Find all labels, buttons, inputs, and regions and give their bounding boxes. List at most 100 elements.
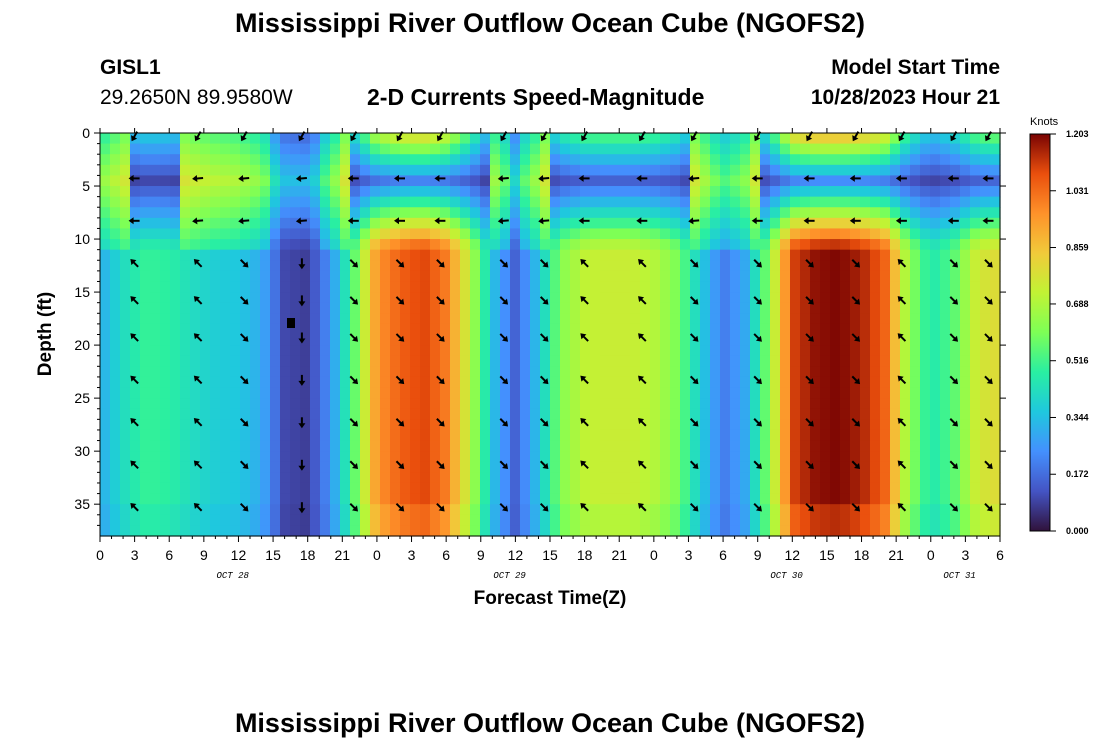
heatmap-cell bbox=[600, 207, 611, 219]
heatmap-cell bbox=[440, 196, 451, 208]
heatmap-cell bbox=[410, 217, 421, 230]
heatmap-cell bbox=[600, 429, 611, 442]
heatmap-cell bbox=[490, 366, 501, 378]
heatmap-cell bbox=[840, 133, 851, 145]
heatmap-cell bbox=[130, 514, 141, 526]
heatmap-cell bbox=[630, 472, 641, 484]
heatmap-cell bbox=[320, 345, 331, 357]
heatmap-cell bbox=[490, 493, 501, 505]
heatmap-cell bbox=[940, 164, 951, 177]
heatmap-cell bbox=[310, 472, 321, 484]
heatmap-cell bbox=[510, 514, 521, 526]
heatmap-cell bbox=[720, 504, 731, 516]
heatmap-cell bbox=[790, 196, 801, 208]
heatmap-cell bbox=[810, 249, 821, 261]
heatmap-cell bbox=[120, 133, 131, 145]
heatmap-cell bbox=[650, 323, 661, 336]
heatmap-cell bbox=[390, 376, 401, 389]
heatmap-cell bbox=[680, 217, 691, 230]
heatmap-cell bbox=[810, 504, 821, 516]
heatmap-cell bbox=[900, 451, 911, 463]
heatmap-cell bbox=[770, 281, 781, 293]
heatmap-cell bbox=[790, 419, 801, 431]
heatmap-cell bbox=[540, 482, 551, 495]
heatmap-cell bbox=[860, 429, 871, 442]
heatmap-cell bbox=[820, 228, 831, 240]
heatmap-cell bbox=[860, 461, 871, 473]
heatmap-cell bbox=[350, 493, 361, 505]
heatmap-cell bbox=[280, 164, 291, 177]
heatmap-cell bbox=[120, 408, 131, 420]
heatmap-cell bbox=[420, 366, 431, 378]
heatmap-cell bbox=[720, 408, 731, 420]
heatmap-cell bbox=[300, 143, 311, 155]
heatmap-cell bbox=[430, 387, 441, 399]
heatmap-cell bbox=[990, 387, 1001, 399]
heatmap-cell bbox=[170, 355, 181, 367]
heatmap-cell bbox=[860, 408, 871, 420]
heatmap-cell bbox=[830, 292, 841, 304]
heatmap-cell bbox=[910, 217, 921, 230]
heatmap-cell bbox=[410, 345, 421, 357]
heatmap-cell bbox=[390, 493, 401, 505]
heatmap-cell bbox=[940, 175, 951, 187]
heatmap-cell bbox=[230, 525, 241, 537]
heatmap-cell bbox=[190, 440, 201, 452]
heatmap-cell bbox=[830, 313, 841, 325]
heatmap-cell bbox=[990, 133, 1001, 145]
heatmap-cell bbox=[320, 334, 331, 346]
heatmap-cell bbox=[510, 302, 521, 314]
heatmap-cell bbox=[790, 281, 801, 293]
heatmap-cell bbox=[410, 154, 421, 166]
heatmap-cell bbox=[340, 133, 351, 145]
heatmap-cell bbox=[990, 196, 1001, 208]
heatmap-cell bbox=[240, 525, 251, 537]
heatmap-cell bbox=[630, 164, 641, 177]
heatmap-cell bbox=[650, 302, 661, 314]
heatmap-cell bbox=[690, 207, 701, 219]
heatmap-cell bbox=[520, 260, 531, 272]
heatmap-cell bbox=[500, 493, 511, 505]
heatmap-cell bbox=[370, 504, 381, 516]
heatmap-cell bbox=[940, 207, 951, 219]
heatmap-cell bbox=[800, 217, 811, 230]
heatmap-cell bbox=[910, 440, 921, 452]
heatmap-cell bbox=[950, 292, 961, 304]
heatmap-cell bbox=[600, 376, 611, 389]
heatmap-cell bbox=[980, 429, 991, 442]
current-arrow bbox=[805, 418, 814, 427]
heatmap-cell bbox=[570, 313, 581, 325]
heatmap-cell bbox=[750, 239, 761, 251]
heatmap-cell bbox=[480, 133, 491, 145]
heatmap-cell bbox=[480, 313, 491, 325]
heatmap-cell bbox=[920, 387, 931, 399]
heatmap-cell bbox=[720, 217, 731, 230]
heatmap-cell bbox=[150, 186, 161, 198]
heatmap-cell bbox=[790, 514, 801, 526]
heatmap-cell bbox=[900, 366, 911, 378]
heatmap-cell bbox=[620, 228, 631, 240]
heatmap-cell bbox=[700, 355, 711, 367]
heatmap-cell bbox=[130, 260, 141, 272]
heatmap-cell bbox=[140, 270, 151, 283]
heatmap-cell bbox=[330, 228, 341, 240]
colorbar-tick-label: 0.344 bbox=[1066, 412, 1089, 422]
heatmap-cell bbox=[510, 345, 521, 357]
heatmap-cell bbox=[360, 154, 371, 166]
heatmap-cell bbox=[510, 504, 521, 516]
heatmap-cell bbox=[610, 270, 621, 283]
heatmap-cell bbox=[290, 440, 301, 452]
heatmap-cell bbox=[760, 345, 771, 357]
heatmap-cell bbox=[510, 334, 521, 346]
heatmap-cell bbox=[990, 228, 1001, 240]
heatmap-cell bbox=[430, 366, 441, 378]
heatmap-cell bbox=[650, 217, 661, 230]
heatmap-cell bbox=[260, 196, 271, 208]
heatmap-cell bbox=[490, 429, 501, 442]
heatmap-cell bbox=[100, 482, 111, 495]
heatmap-cell bbox=[210, 482, 221, 495]
heatmap-cell bbox=[480, 387, 491, 399]
heatmap-cell bbox=[440, 398, 451, 410]
heatmap-cell bbox=[410, 260, 421, 272]
heatmap-cell bbox=[270, 228, 281, 240]
